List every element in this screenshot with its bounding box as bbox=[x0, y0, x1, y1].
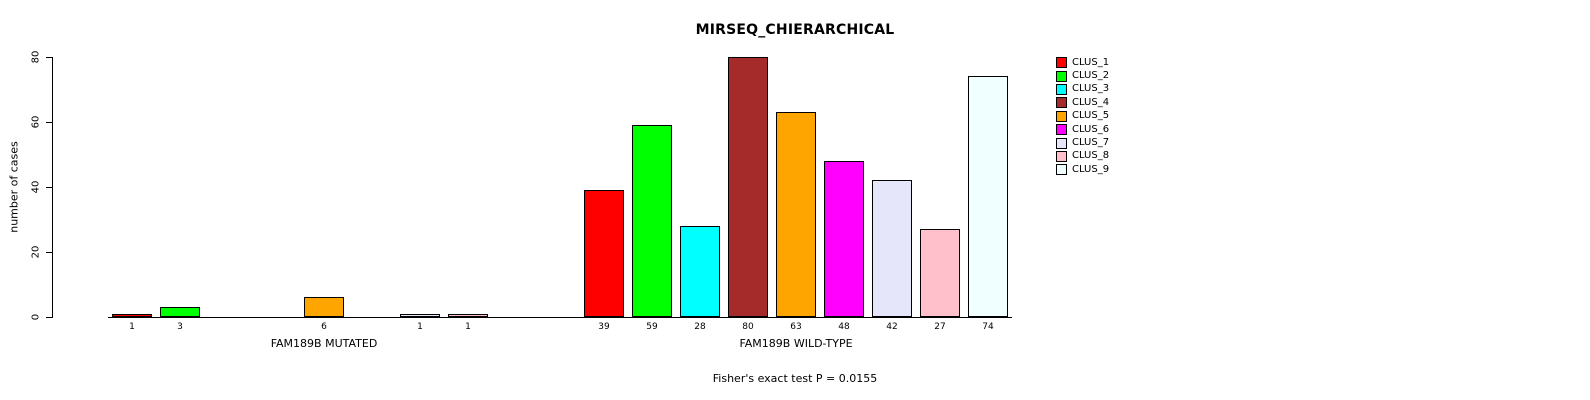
legend-swatch bbox=[1056, 110, 1067, 122]
bar-value-label: 1 bbox=[417, 322, 423, 332]
bar-clus_3 bbox=[680, 226, 720, 317]
legend-item: CLUS_5 bbox=[1056, 110, 1109, 123]
legend-item: CLUS_6 bbox=[1056, 123, 1109, 136]
bar-clus_1 bbox=[112, 314, 152, 317]
legend-swatch bbox=[1056, 70, 1067, 82]
bar-clus_7 bbox=[872, 180, 912, 317]
legend-swatch bbox=[1056, 57, 1067, 69]
bar-clus_1 bbox=[584, 190, 624, 317]
group-label: FAM189B WILD-TYPE bbox=[739, 337, 853, 350]
legend-item: CLUS_8 bbox=[1056, 150, 1109, 163]
y-tick-label: 20 bbox=[30, 245, 42, 259]
y-axis-tick bbox=[46, 57, 52, 58]
legend-item: CLUS_7 bbox=[1056, 136, 1109, 149]
legend-label: CLUS_1 bbox=[1072, 56, 1110, 68]
bar-clus_6 bbox=[824, 161, 864, 317]
y-tick-label: 40 bbox=[30, 180, 42, 194]
legend-swatch bbox=[1056, 137, 1067, 149]
legend-label: CLUS_5 bbox=[1072, 110, 1110, 122]
bar-clus_5 bbox=[304, 297, 344, 317]
group-label: FAM189B MUTATED bbox=[270, 337, 378, 350]
legend-item: CLUS_9 bbox=[1056, 163, 1109, 176]
legend-swatch bbox=[1056, 83, 1067, 95]
legend-swatch bbox=[1056, 164, 1067, 176]
bar-clus_2 bbox=[160, 307, 200, 317]
bar-value-label: 48 bbox=[838, 322, 850, 332]
bar-value-label: 3 bbox=[177, 322, 183, 332]
bar-value-label: 59 bbox=[646, 322, 658, 332]
legend-item: CLUS_1 bbox=[1056, 56, 1109, 69]
x-axis-line bbox=[108, 317, 1012, 318]
legend-item: CLUS_4 bbox=[1056, 96, 1109, 109]
bar-value-label: 1 bbox=[465, 322, 471, 332]
bar-value-label: 42 bbox=[886, 322, 898, 332]
y-axis-label: number of cases bbox=[7, 141, 21, 233]
y-tick-label: 0 bbox=[30, 313, 42, 321]
legend-swatch bbox=[1056, 97, 1067, 109]
legend-swatch bbox=[1056, 124, 1067, 136]
bar-clus_8 bbox=[448, 314, 488, 317]
bar-clus_8 bbox=[920, 229, 960, 317]
y-axis-line bbox=[52, 57, 53, 318]
y-axis-tick bbox=[46, 252, 52, 253]
bar-value-label: 74 bbox=[982, 322, 994, 332]
legend-swatch bbox=[1056, 150, 1067, 162]
bar-value-label: 80 bbox=[742, 322, 754, 332]
y-tick-label: 80 bbox=[30, 50, 42, 64]
bar-value-label: 27 bbox=[934, 322, 946, 332]
bar-value-label: 28 bbox=[694, 322, 706, 332]
bar-clus_4 bbox=[728, 57, 768, 317]
bar-clus_7 bbox=[400, 314, 440, 317]
bar-clus_5 bbox=[776, 112, 816, 317]
legend-label: CLUS_6 bbox=[1072, 123, 1110, 135]
legend-label: CLUS_9 bbox=[1072, 163, 1110, 175]
y-tick-label: 60 bbox=[30, 115, 42, 129]
legend-label: CLUS_4 bbox=[1072, 96, 1110, 108]
y-axis-tick bbox=[46, 317, 52, 318]
legend-label: CLUS_7 bbox=[1072, 137, 1110, 149]
legend: CLUS_1 CLUS_2 CLUS_3 CLUS_4 CLUS_5 CLUS_6 CLUS… bbox=[1056, 56, 1109, 177]
bar-value-label: 1 bbox=[129, 322, 135, 332]
bar-value-label: 6 bbox=[321, 322, 327, 332]
legend-label: CLUS_3 bbox=[1072, 83, 1110, 95]
legend-item: CLUS_2 bbox=[1056, 69, 1109, 82]
legend-item: CLUS_3 bbox=[1056, 83, 1109, 96]
bar-clus_2 bbox=[632, 125, 672, 317]
bar-clus_9 bbox=[968, 76, 1008, 317]
legend-label: CLUS_8 bbox=[1072, 150, 1110, 162]
legend-label: CLUS_2 bbox=[1072, 70, 1110, 82]
y-axis-tick bbox=[46, 187, 52, 188]
y-axis-tick bbox=[46, 122, 52, 123]
bar-value-label: 39 bbox=[598, 322, 610, 332]
bar-value-label: 63 bbox=[790, 322, 802, 332]
chart-title: MIRSEQ_CHIERARCHICAL bbox=[695, 22, 895, 38]
footer-annotation: Fisher's exact test P = 0.0155 bbox=[712, 372, 878, 385]
